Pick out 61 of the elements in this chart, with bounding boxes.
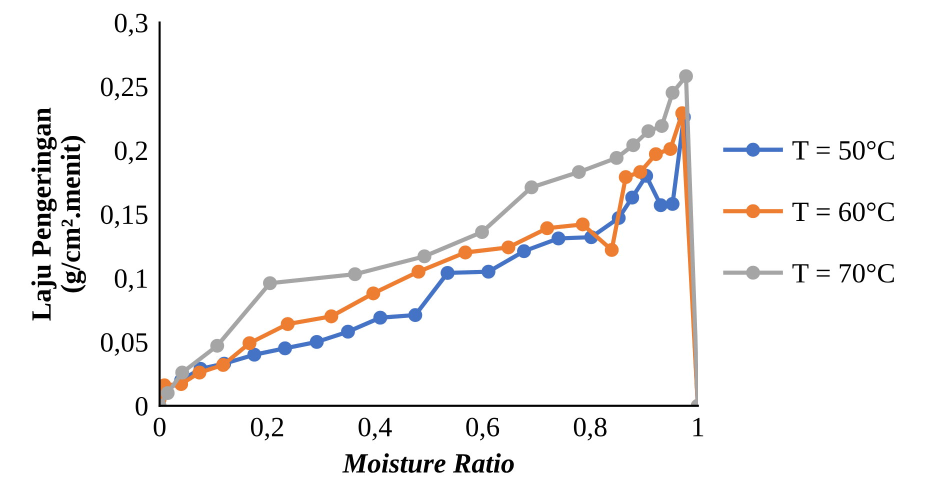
point [263, 276, 277, 290]
point [576, 217, 590, 232]
point [366, 286, 380, 300]
point [247, 348, 262, 362]
point [242, 336, 256, 350]
legend-label: T = 70°C [792, 264, 894, 283]
point [517, 244, 531, 258]
y-tick-label: 0,1 [114, 269, 147, 292]
point [610, 151, 624, 165]
y-tick-label: 0,25 [100, 78, 148, 100]
point [648, 147, 663, 162]
y-tick-label: 0,3 [114, 14, 148, 36]
point [373, 310, 388, 325]
x-tick-label: 0 [154, 418, 166, 436]
legend-label: T = 60°C [792, 202, 894, 222]
x-tick-label: 0,4 [358, 418, 392, 440]
point [633, 165, 648, 179]
point [417, 249, 432, 264]
point [501, 240, 516, 254]
point [440, 266, 455, 280]
x-tick-label: 0,8 [574, 418, 607, 440]
point [210, 338, 224, 353]
point [408, 308, 422, 322]
y-axis-title: Laju Pengeringan (g/cm².menit) [31, 108, 86, 321]
point [572, 165, 586, 179]
point [310, 334, 324, 349]
point [654, 119, 669, 133]
point [641, 124, 656, 138]
y-tick-label: 0,15 [100, 205, 148, 228]
point [348, 267, 362, 282]
point [280, 317, 295, 331]
point [618, 170, 633, 184]
point [679, 69, 693, 84]
y-tick-label: 0 [136, 396, 148, 416]
y-tick-label: 0,2 [114, 141, 147, 164]
point [412, 264, 426, 279]
point [324, 309, 338, 324]
point [475, 225, 489, 240]
point [278, 341, 292, 356]
point [524, 180, 538, 194]
x-tick-label: 0,2 [250, 418, 284, 440]
point [666, 197, 680, 211]
x-tick-label: 0,6 [466, 418, 500, 440]
point [341, 324, 355, 339]
x-tick-label: 1 [693, 418, 704, 436]
y-tick-label: 0,05 [100, 333, 148, 356]
point [192, 366, 206, 380]
x-axis-title: Moisture Ratio [342, 453, 514, 473]
point [540, 221, 554, 236]
point [458, 246, 472, 260]
legend-label: T = 50°C [792, 141, 894, 160]
point [654, 198, 668, 212]
point [626, 138, 640, 152]
point [666, 86, 680, 100]
point [482, 264, 496, 279]
point [552, 232, 566, 246]
point [625, 190, 640, 205]
point [160, 386, 175, 400]
point [663, 142, 678, 156]
point [604, 243, 619, 257]
point [175, 366, 190, 380]
